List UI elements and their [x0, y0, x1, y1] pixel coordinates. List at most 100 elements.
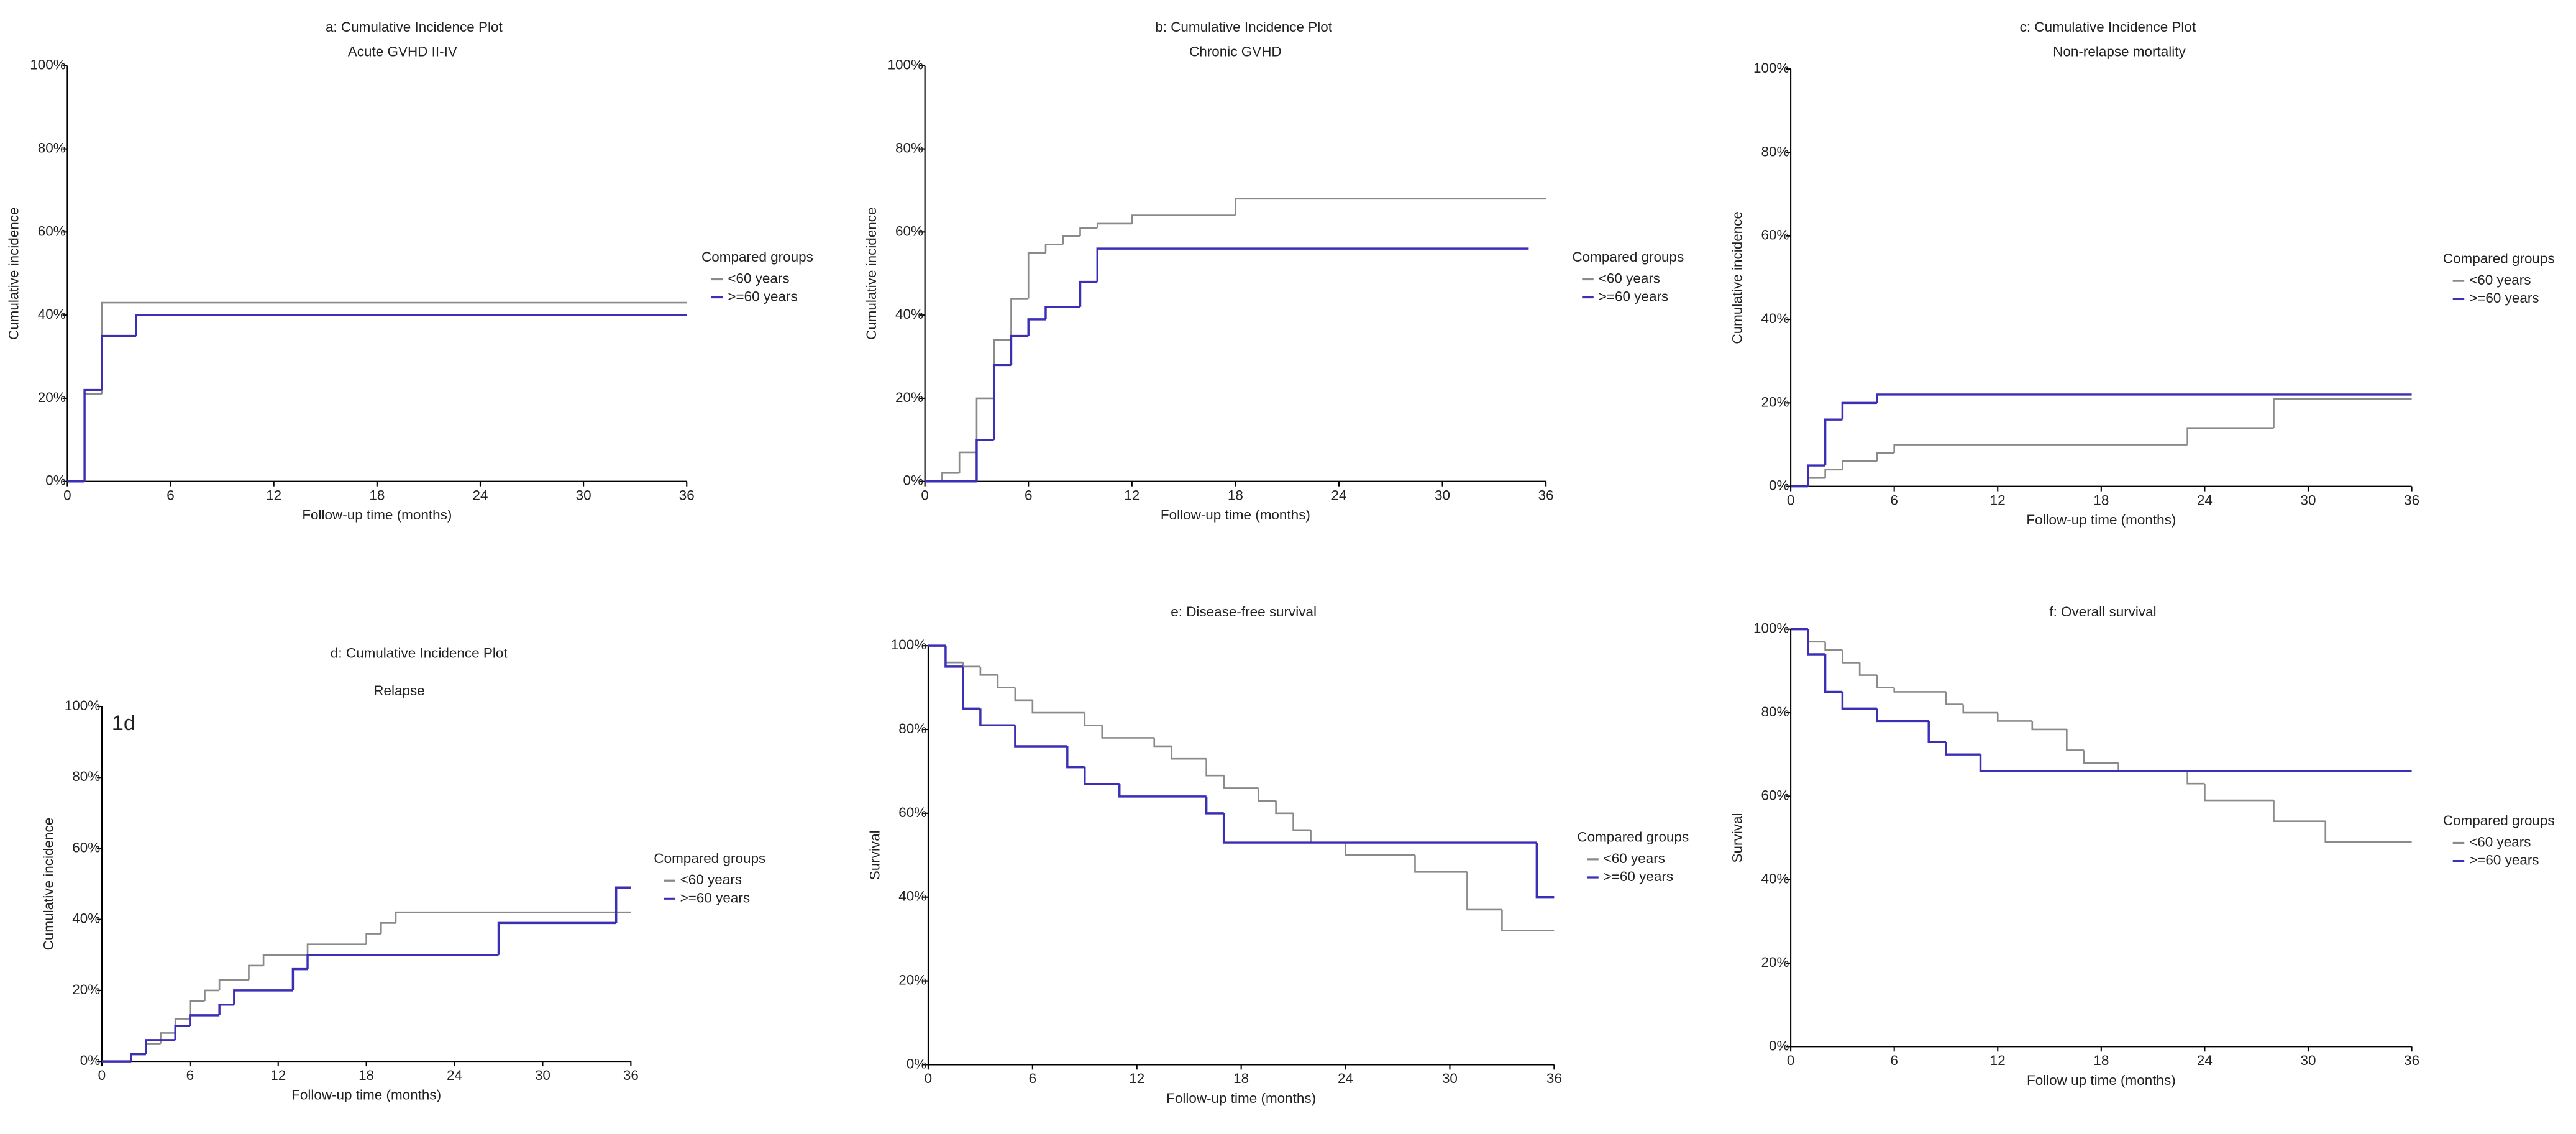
step-segment — [979, 666, 998, 676]
y-axis-label: Cumulative incidence — [864, 207, 879, 340]
step-segment — [1842, 460, 1877, 470]
step-segment — [1044, 306, 1080, 319]
y-tick-label: 100% — [891, 637, 926, 652]
step-segment — [1275, 800, 1294, 815]
x-tick-label: 30 — [2301, 1053, 2316, 1068]
step-segment — [1171, 746, 1207, 760]
chart-title: f: Overall survival — [2049, 604, 2156, 620]
step-segment — [975, 397, 994, 452]
legend-label: <60 years — [728, 270, 789, 286]
step-segment — [2117, 762, 2188, 772]
step-segment — [1310, 830, 1346, 844]
y-tick-label: 80% — [1761, 704, 1789, 720]
step-segment — [2273, 800, 2326, 822]
x-tick-label: 18 — [1228, 487, 1243, 503]
x-tick-label: 6 — [1029, 1071, 1037, 1086]
chart-subtitle: Acute GVHD II-IV — [348, 44, 457, 60]
x-axis-label: Follow-up time (months) — [1161, 507, 1310, 523]
chart-title: e: Disease-free survival — [1171, 604, 1317, 620]
step-segment — [1258, 788, 1276, 802]
step-segment — [2204, 784, 2274, 802]
x-tick-label: 24 — [447, 1068, 462, 1083]
y-tick-label: 40% — [1761, 311, 1789, 326]
step-segment — [1118, 784, 1207, 798]
x-tick-label: 30 — [535, 1068, 550, 1083]
step-segment — [145, 1043, 161, 1054]
y-tick-label: 20% — [1761, 394, 1789, 409]
legend-label: >=60 years — [680, 890, 750, 905]
step-segment — [1945, 692, 1963, 705]
y-tick-label: 20% — [1761, 954, 1789, 970]
y-tick-label: 20% — [72, 982, 100, 997]
step-segment — [1062, 235, 1080, 245]
x-tick-label: 0 — [921, 487, 929, 503]
legend-title: Compared groups — [2443, 251, 2555, 267]
step-segment — [1807, 629, 1825, 643]
y-axis-label: Cumulative incidence — [1729, 211, 1745, 344]
x-tick-label: 30 — [1442, 1071, 1458, 1086]
y-tick-label: 0% — [907, 1056, 926, 1071]
step-segment — [2031, 721, 2067, 731]
step-segment — [614, 886, 631, 923]
x-tick-label: 36 — [2404, 1053, 2419, 1068]
y-tick-label: 40% — [1761, 871, 1789, 887]
x-tick-label: 0 — [1787, 492, 1795, 508]
y-axis-label: Cumulative incidence — [6, 207, 22, 340]
x-axis-label: Follow up time (months) — [2027, 1072, 2176, 1088]
x-tick-label: 36 — [1546, 1071, 1562, 1086]
x-tick-label: 0 — [925, 1071, 933, 1086]
step-segment — [233, 989, 293, 1005]
step-segment — [992, 364, 1012, 440]
step-segment — [218, 979, 249, 990]
annotation: 1d — [112, 711, 135, 735]
step-segment — [291, 967, 308, 990]
step-segment — [135, 314, 687, 336]
step-segment — [1084, 713, 1102, 726]
step-segment — [101, 301, 687, 395]
y-tick-label: 60% — [1761, 227, 1789, 243]
step-segment — [1807, 629, 1825, 656]
step-segment — [1014, 725, 1067, 748]
y-tick-label: 60% — [72, 839, 100, 855]
x-tick-label: 12 — [1990, 1053, 2006, 1068]
legend-title: Compared groups — [2443, 813, 2555, 828]
step-segment — [1466, 872, 1502, 911]
x-tick-label: 18 — [2093, 1053, 2109, 1068]
step-segment — [1824, 469, 1843, 478]
x-tick-label: 6 — [167, 487, 175, 503]
series — [1791, 628, 2412, 772]
y-tick-label: 40% — [895, 306, 923, 322]
step-segment — [993, 339, 1012, 398]
step-segment — [1962, 704, 1998, 714]
step-segment — [1205, 759, 1224, 777]
y-tick-label: 20% — [38, 390, 66, 405]
step-segment — [218, 1004, 234, 1015]
step-segment — [204, 989, 220, 1002]
step-segment — [1066, 746, 1085, 769]
step-segment — [1044, 244, 1063, 253]
step-segment — [1010, 334, 1029, 365]
legend-label: <60 years — [2469, 272, 2531, 288]
x-axis-label: Follow-up time (months) — [302, 507, 452, 523]
step-segment — [979, 708, 1015, 726]
legend-title: Compared groups — [654, 851, 765, 866]
chart-subtitle: Chronic GVHD — [1189, 44, 1282, 60]
y-tick-label: 60% — [1761, 787, 1789, 803]
x-tick-label: 36 — [1538, 487, 1554, 503]
legend-label: >=60 years — [728, 289, 797, 304]
chart-title: d: Cumulative Incidence Plot — [331, 645, 508, 661]
y-tick-label: 100% — [65, 698, 100, 713]
step-segment — [1096, 247, 1529, 282]
step-segment — [944, 646, 963, 664]
x-tick-label: 0 — [1787, 1053, 1795, 1068]
x-tick-label: 36 — [679, 487, 695, 503]
step-segment — [101, 334, 137, 390]
step-segment — [1345, 843, 1415, 856]
x-tick-label: 30 — [1435, 487, 1450, 503]
step-segment — [189, 1000, 205, 1019]
x-tick-label: 12 — [1124, 487, 1140, 503]
step-segment — [2083, 750, 2119, 764]
x-tick-label: 6 — [1890, 492, 1898, 508]
step-segment — [1153, 738, 1172, 748]
step-segment — [1079, 227, 1098, 237]
